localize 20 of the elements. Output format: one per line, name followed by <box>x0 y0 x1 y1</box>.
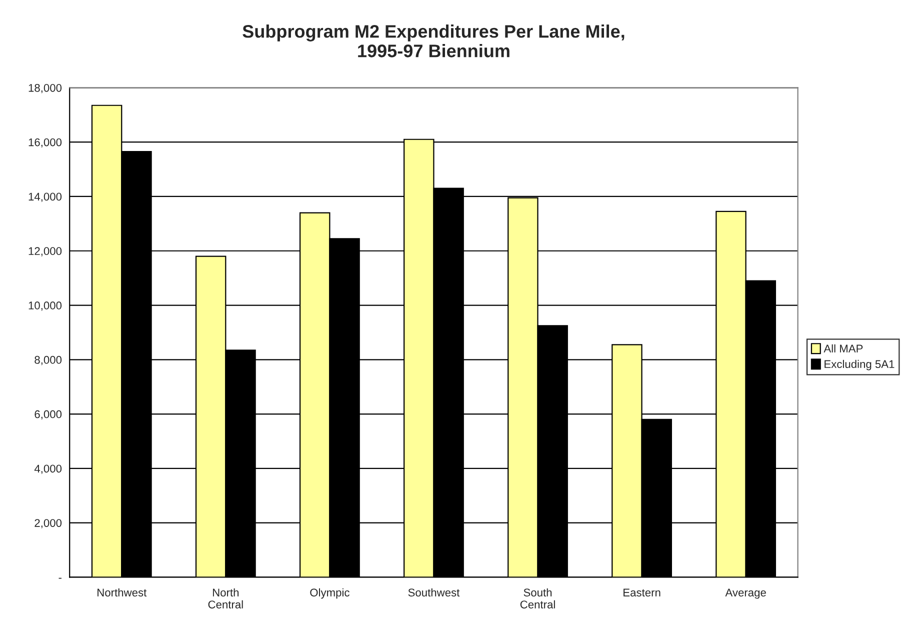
x-tick-label: Southwest <box>408 588 460 596</box>
y-tick-label: 8,000 <box>34 356 62 366</box>
x-tick-label: North Central <box>208 588 243 608</box>
y-tick-label: 4,000 <box>34 464 62 474</box>
legend-label: All MAP <box>824 344 863 352</box>
x-tick-label: South Central <box>520 588 555 608</box>
y-tick-label: 16,000 <box>28 138 62 148</box>
x-tick-label: Average <box>725 588 766 599</box>
chart-title: Subprogram M2 Expenditures Per Lane Mile, 1995-97 Biennium <box>242 24 624 58</box>
x-tick-label: Eastern <box>624 588 660 596</box>
x-tick-label: Northwest <box>98 588 147 596</box>
y-tick-label: 12,000 <box>28 247 62 256</box>
y-tick-label: 2,000 <box>34 519 62 528</box>
y-tick-label: 18,000 <box>28 84 62 94</box>
x-tick-label: Olympic <box>310 588 350 599</box>
y-tick-label: - <box>58 578 62 579</box>
legend-label: Excluding 5A1 <box>824 360 894 370</box>
y-tick-label: 10,000 <box>28 302 62 311</box>
y-tick-label: 14,000 <box>28 192 62 202</box>
y-tick-label: 6,000 <box>34 410 62 420</box>
